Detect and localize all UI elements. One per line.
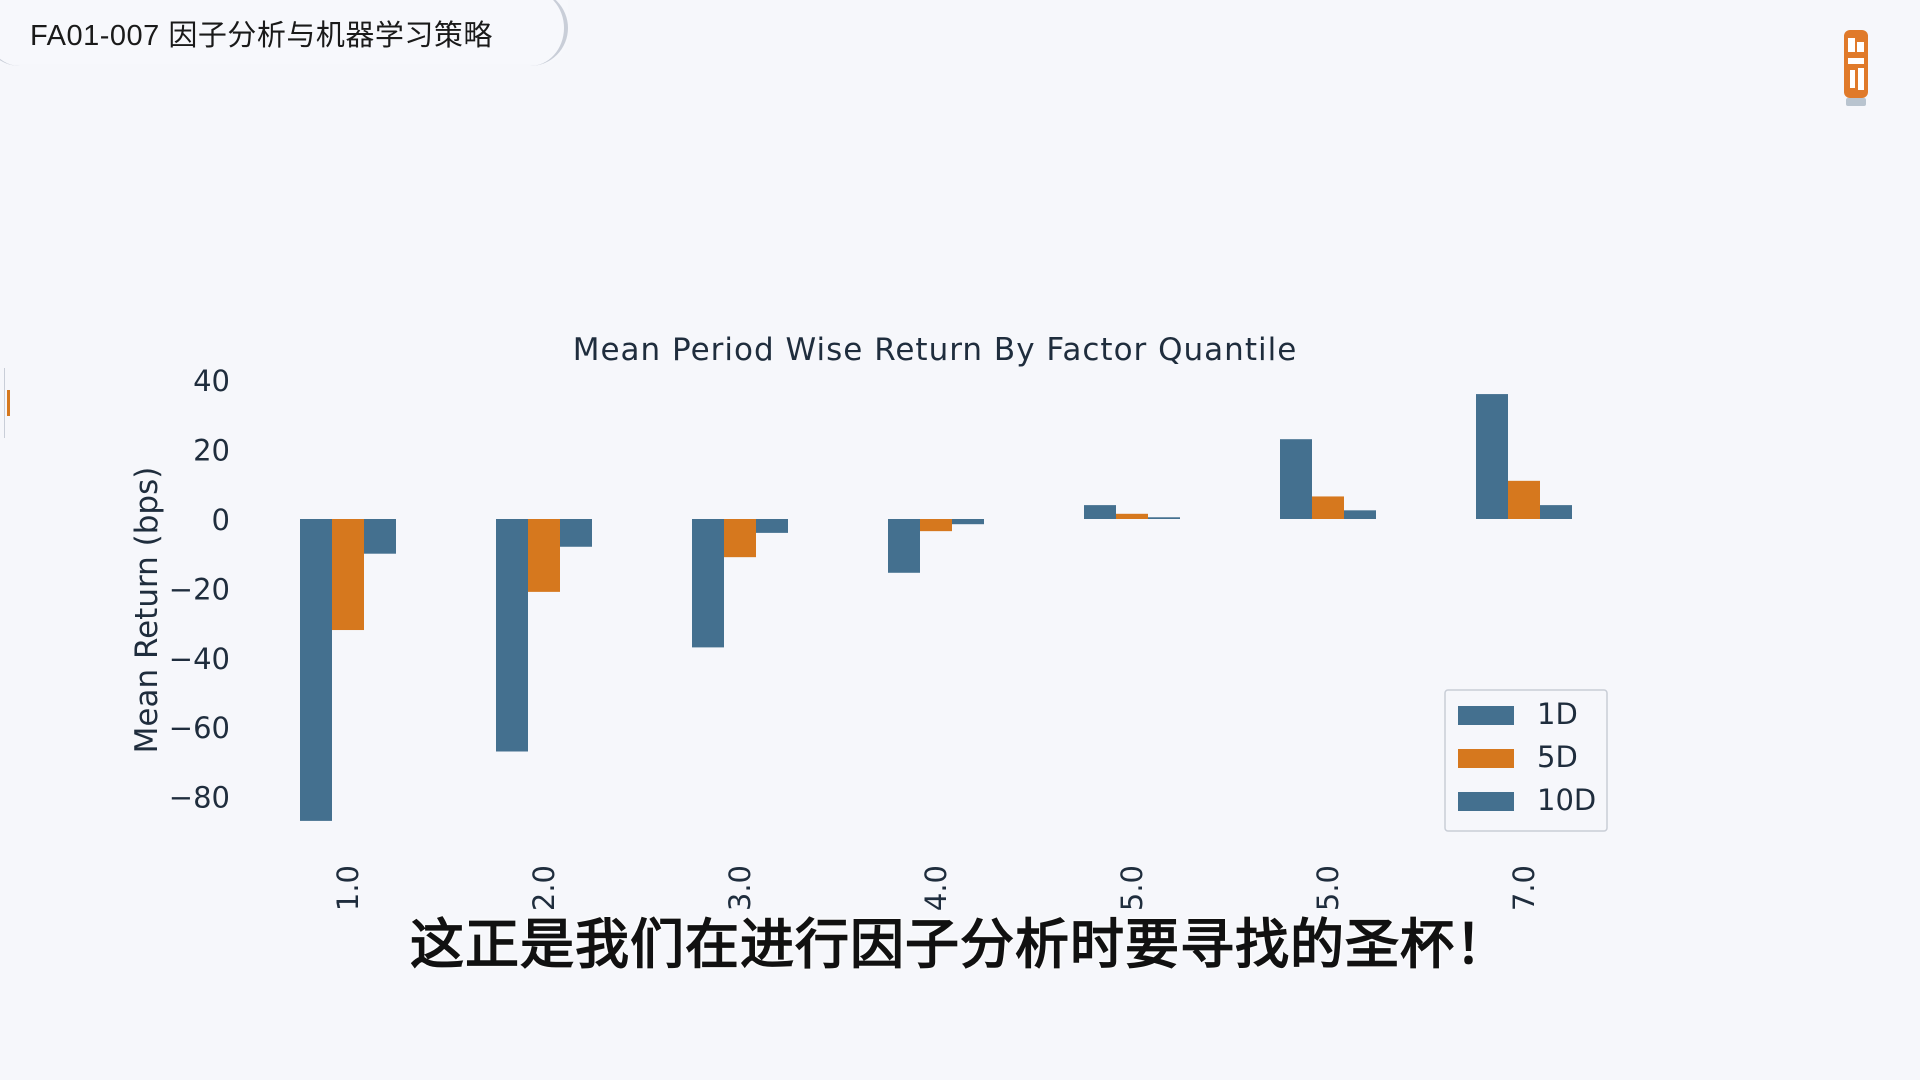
y-tick-label: −40 [169,642,230,676]
y-axis-label: Mean Return (bps) [129,467,165,754]
legend: 1D 5D 10D [1444,689,1608,832]
x-tick-label: 2.0 [527,865,561,911]
bar-1D-1.0 [300,519,332,821]
course-title: FA01-007 因子分析与机器学习策略 [30,20,493,52]
bar-10D-5.0 [1148,517,1180,519]
legend-swatch-1D [1458,706,1514,725]
x-tick-label: 3.0 [723,865,757,911]
bar-5D-2.0 [528,519,560,592]
x-tick-label: 4.0 [919,865,953,911]
y-tick-label: 20 [193,434,230,468]
y-tick-label: −20 [169,572,230,606]
y-axis-ticks: 40 20 0 −20 −40 −60 −80 [169,364,230,814]
bars [300,394,1572,821]
x-tick-label: 5.0 [1311,865,1345,911]
bar-1D-3.0 [692,519,724,648]
bar-5D-6.0 [1312,496,1344,519]
bar-10D-3.0 [756,519,788,533]
bar-10D-6.0 [1344,510,1376,519]
bar-10D-4.0 [952,519,984,525]
chart-title: Mean Period Wise Return By Factor Quanti… [573,332,1298,368]
stamp-logo-icon [1844,30,1868,106]
y-tick-label: −60 [169,711,230,745]
bar-1D-2.0 [496,519,528,752]
side-marker [4,368,10,438]
legend-label-5D: 5D [1537,740,1578,774]
bar-5D-7.0 [1508,480,1540,519]
bar-5D-3.0 [724,519,756,558]
bar-5D-1.0 [332,519,364,631]
legend-swatch-5D [1458,749,1514,768]
bar-10D-7.0 [1540,505,1572,519]
bar-1D-7.0 [1476,394,1508,519]
bar-1D-5.0 [1084,505,1116,519]
bar-5D-5.0 [1116,513,1148,519]
bar-1D-4.0 [888,519,920,573]
x-tick-label: 5.0 [1115,865,1149,911]
bar-10D-2.0 [560,519,592,547]
legend-swatch-10D [1458,792,1514,811]
course-title-tab: FA01-007 因子分析与机器学习策略 [0,0,568,66]
y-tick-label: 40 [193,364,230,398]
bar-1D-6.0 [1280,439,1312,519]
subtitle-caption: 这正是我们在进行因子分析时要寻找的圣杯！ [410,913,1510,976]
x-tick-label: 1.0 [331,865,365,911]
y-tick-label: −80 [169,781,230,815]
legend-label-10D: 10D [1537,783,1596,817]
y-tick-label: 0 [212,503,230,537]
x-axis-ticks: 1.0 2.0 3.0 4.0 5.0 5.0 7.0 [331,865,1541,911]
x-tick-label: 7.0 [1507,865,1541,911]
bar-10D-1.0 [364,519,396,554]
bar-5D-4.0 [920,519,952,532]
tab-right-decoration [518,0,568,66]
legend-label-1D: 1D [1537,697,1578,731]
